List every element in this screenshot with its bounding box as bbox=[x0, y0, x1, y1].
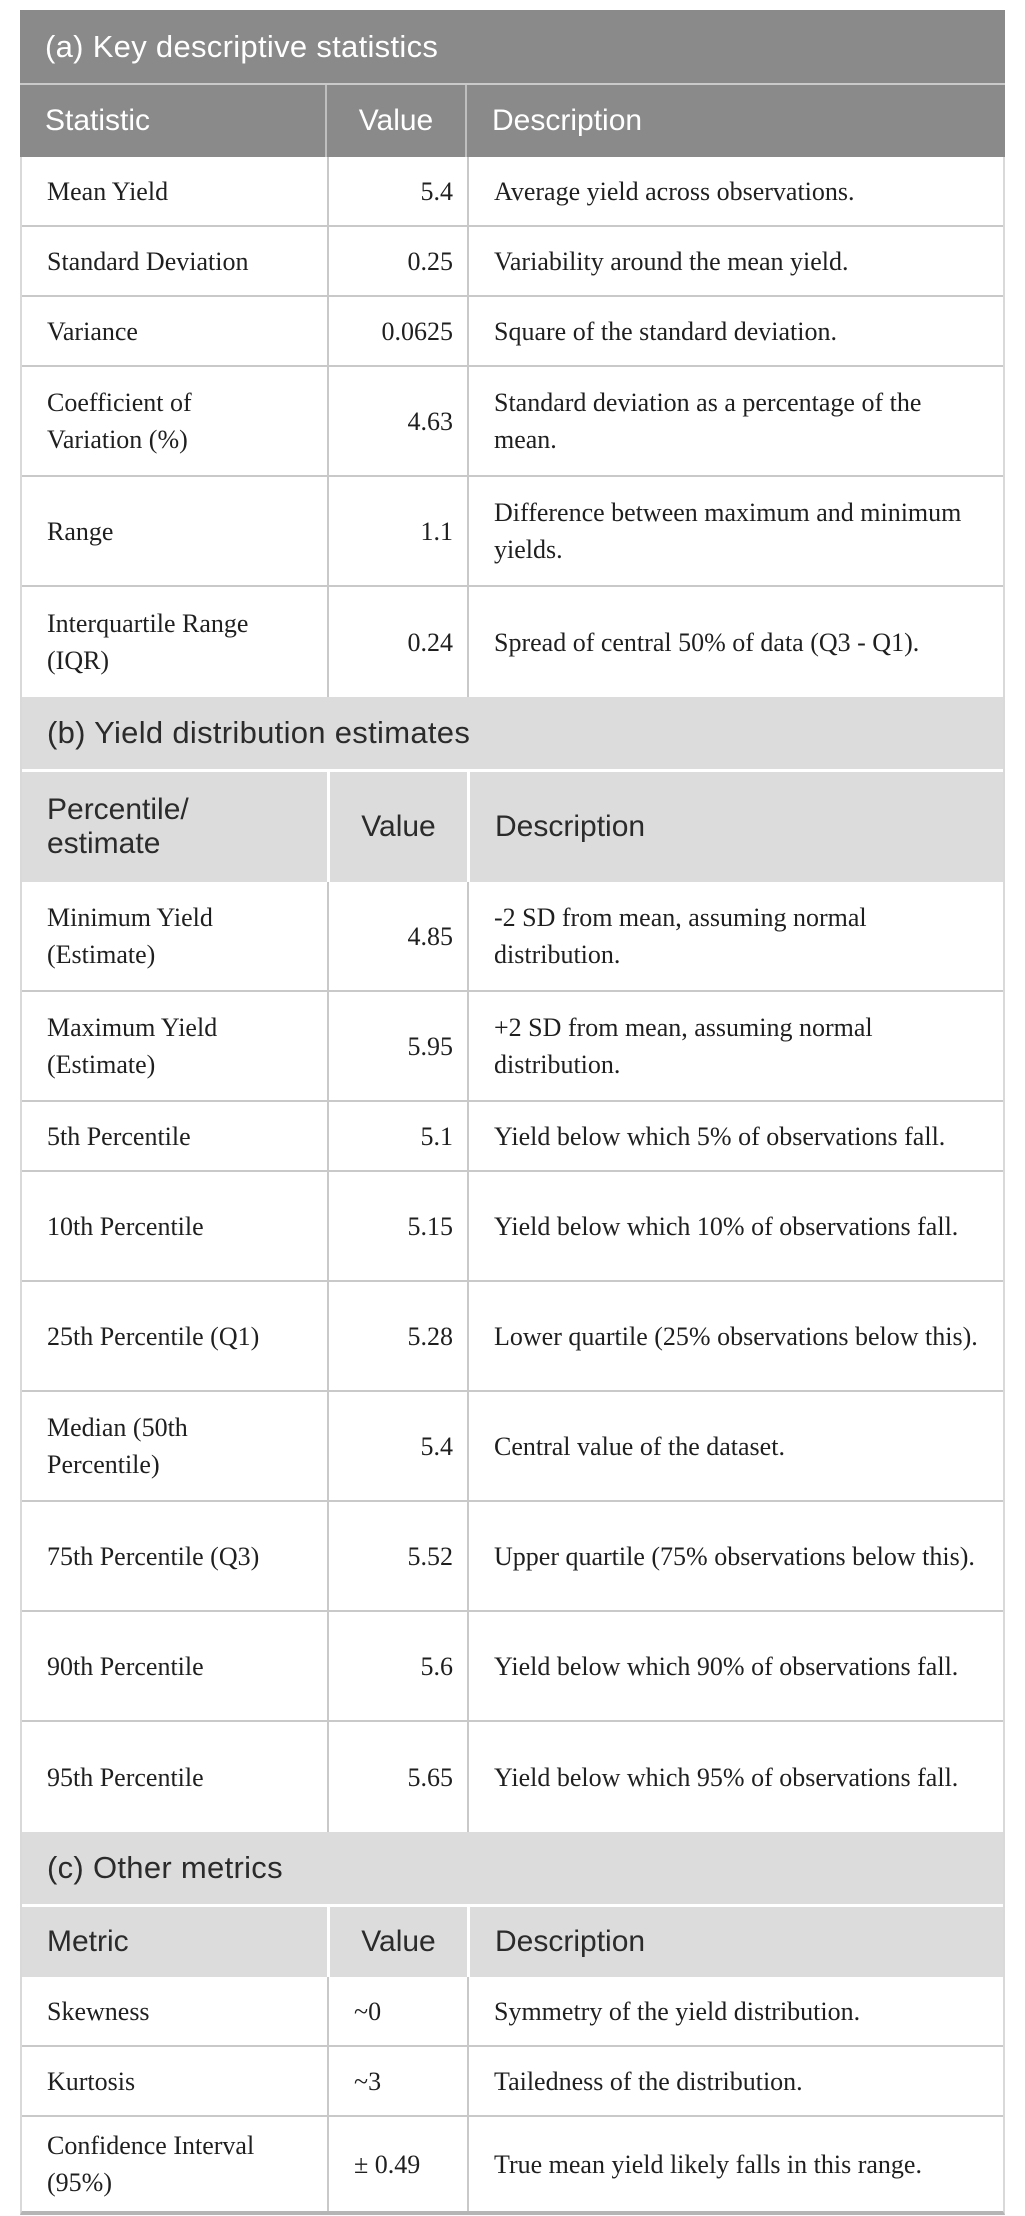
row-90th-percentile: 90th Percentile 5.6 Yield below which 90… bbox=[22, 1612, 1003, 1722]
stat-label: Maximum Yield (Estimate) bbox=[47, 1013, 218, 1079]
stat-value: 0.0625 bbox=[327, 297, 467, 365]
section-a-title: (a) Key descriptive statistics bbox=[20, 10, 1005, 85]
stat-label: Standard Deviation bbox=[47, 246, 249, 276]
stat-value: 5.4 bbox=[327, 157, 467, 225]
stat-value: 5.52 bbox=[327, 1502, 467, 1610]
stat-value: 0.25 bbox=[327, 227, 467, 295]
col-header-metric: Metric bbox=[47, 1925, 129, 1958]
stat-label: Variance bbox=[47, 316, 138, 346]
stat-label: 5th Percentile bbox=[47, 1121, 191, 1151]
stat-label: Interquartile Range (IQR) bbox=[47, 609, 249, 675]
row-25th-percentile-q1: 25th Percentile (Q1) 5.28 Lower quartile… bbox=[22, 1282, 1003, 1392]
stat-description: True mean yield likely falls in this ran… bbox=[467, 2117, 1003, 2211]
section-c-title: (c) Other metrics bbox=[22, 1832, 1003, 1907]
stat-description: Symmetry of the yield distribution. bbox=[467, 1977, 1003, 2045]
stat-value: 5.6 bbox=[327, 1612, 467, 1720]
stat-description: Difference between maximum and minimum y… bbox=[467, 477, 1003, 585]
stat-description: Standard deviation as a percentage of th… bbox=[467, 367, 1003, 475]
statistics-table-figure: (a) Key descriptive statistics Statistic… bbox=[20, 10, 1005, 2215]
stat-label: 25th Percentile (Q1) bbox=[47, 1321, 260, 1351]
row-coefficient-of-variation: Coefficient of Variation (%) 4.63 Standa… bbox=[22, 367, 1003, 477]
stat-value: ~0 bbox=[327, 1977, 467, 2045]
stat-label: 10th Percentile bbox=[47, 1211, 204, 1241]
stat-value: 4.85 bbox=[327, 882, 467, 990]
stat-label: Minimum Yield (Estimate) bbox=[47, 903, 213, 969]
section-b-header-row: Percentile/ estimate Value Description bbox=[22, 772, 1003, 882]
row-interquartile-range: Interquartile Range (IQR) 0.24 Spread of… bbox=[22, 587, 1003, 697]
stat-label: 90th Percentile bbox=[47, 1651, 204, 1681]
row-range: Range 1.1 Difference between maximum and… bbox=[22, 477, 1003, 587]
stat-description: Upper quartile (75% observations below t… bbox=[467, 1502, 1003, 1610]
row-variance: Variance 0.0625 Square of the standard d… bbox=[22, 297, 1003, 367]
col-header-description: Description bbox=[465, 85, 1005, 157]
section-a-key-descriptive-statistics: (a) Key descriptive statistics Statistic… bbox=[20, 10, 1005, 697]
row-minimum-yield-estimate: Minimum Yield (Estimate) 4.85 -2 SD from… bbox=[22, 882, 1003, 992]
col-header-value: Value bbox=[327, 1907, 467, 1977]
col-header-description: Description bbox=[467, 772, 1003, 882]
stat-description: Average yield across observations. bbox=[467, 157, 1003, 225]
row-75th-percentile-q3: 75th Percentile (Q3) 5.52 Upper quartile… bbox=[22, 1502, 1003, 1612]
col-header-value: Value bbox=[327, 772, 467, 882]
stat-label: 95th Percentile bbox=[47, 1762, 204, 1792]
row-skewness: Skewness ~0 Symmetry of the yield distri… bbox=[22, 1977, 1003, 2047]
stat-label: Mean Yield bbox=[47, 176, 169, 206]
row-mean-yield: Mean Yield 5.4 Average yield across obse… bbox=[22, 157, 1003, 227]
stat-value: 5.28 bbox=[327, 1282, 467, 1390]
stat-label: Median (50th Percentile) bbox=[47, 1413, 188, 1479]
stat-label: Confidence Interval (95%) bbox=[47, 2131, 255, 2197]
stat-value: 0.24 bbox=[327, 587, 467, 697]
stat-value: ~3 bbox=[327, 2047, 467, 2115]
stat-description: Yield below which 10% of observations fa… bbox=[467, 1172, 1003, 1280]
stat-description: Spread of central 50% of data (Q3 - Q1). bbox=[467, 587, 1003, 697]
stat-description: Variability around the mean yield. bbox=[467, 227, 1003, 295]
stat-label: Range bbox=[47, 516, 114, 546]
stat-description: Yield below which 5% of observations fal… bbox=[467, 1102, 1003, 1170]
section-b-title: (b) Yield distribution estimates bbox=[22, 697, 1003, 772]
stat-description: Yield below which 90% of observations fa… bbox=[467, 1612, 1003, 1720]
stat-description: +2 SD from mean, assuming normal distrib… bbox=[467, 992, 1003, 1100]
stat-value: 5.4 bbox=[327, 1392, 467, 1500]
section-c-other-metrics: (c) Other metrics Metric Value Descripti… bbox=[22, 1832, 1003, 2211]
stat-value: 1.1 bbox=[327, 477, 467, 585]
stat-value: 4.63 bbox=[327, 367, 467, 475]
stat-value: ± 0.49 bbox=[327, 2117, 467, 2211]
section-b-yield-distribution-estimates: (b) Yield distribution estimates Percent… bbox=[22, 697, 1003, 1832]
stat-description: Central value of the dataset. bbox=[467, 1392, 1003, 1500]
section-a-header-row: Statistic Value Description bbox=[20, 85, 1005, 157]
row-confidence-interval-95: Confidence Interval (95%) ± 0.49 True me… bbox=[22, 2117, 1003, 2211]
stat-label: 75th Percentile (Q3) bbox=[47, 1541, 260, 1571]
row-maximum-yield-estimate: Maximum Yield (Estimate) 5.95 +2 SD from… bbox=[22, 992, 1003, 1102]
stat-value: 5.65 bbox=[327, 1722, 467, 1832]
row-95th-percentile: 95th Percentile 5.65 Yield below which 9… bbox=[22, 1722, 1003, 1832]
stat-description: Yield below which 95% of observations fa… bbox=[467, 1722, 1003, 1832]
row-kurtosis: Kurtosis ~3 Tailedness of the distributi… bbox=[22, 2047, 1003, 2117]
col-header-statistic: Statistic bbox=[45, 104, 151, 137]
stat-value: 5.95 bbox=[327, 992, 467, 1100]
col-header-description: Description bbox=[467, 1907, 1003, 1977]
col-header-value: Value bbox=[325, 85, 465, 157]
stat-value: 5.15 bbox=[327, 1172, 467, 1280]
stat-description: Tailedness of the distribution. bbox=[467, 2047, 1003, 2115]
stat-description: Square of the standard deviation. bbox=[467, 297, 1003, 365]
stat-label: Skewness bbox=[47, 1996, 150, 2026]
row-10th-percentile: 10th Percentile 5.15 Yield below which 1… bbox=[22, 1172, 1003, 1282]
stat-label: Kurtosis bbox=[47, 2066, 136, 2096]
section-c-header-row: Metric Value Description bbox=[22, 1907, 1003, 1977]
row-5th-percentile: 5th Percentile 5.1 Yield below which 5% … bbox=[22, 1102, 1003, 1172]
col-header-percentile-estimate: Percentile/ estimate bbox=[47, 793, 189, 860]
stat-value: 5.1 bbox=[327, 1102, 467, 1170]
stat-label: Coefficient of Variation (%) bbox=[47, 388, 192, 454]
row-median-50th-percentile: Median (50th Percentile) 5.4 Central val… bbox=[22, 1392, 1003, 1502]
stat-description: Lower quartile (25% observations below t… bbox=[467, 1282, 1003, 1390]
stat-description: -2 SD from mean, assuming normal distrib… bbox=[467, 882, 1003, 990]
row-standard-deviation: Standard Deviation 0.25 Variability arou… bbox=[22, 227, 1003, 297]
